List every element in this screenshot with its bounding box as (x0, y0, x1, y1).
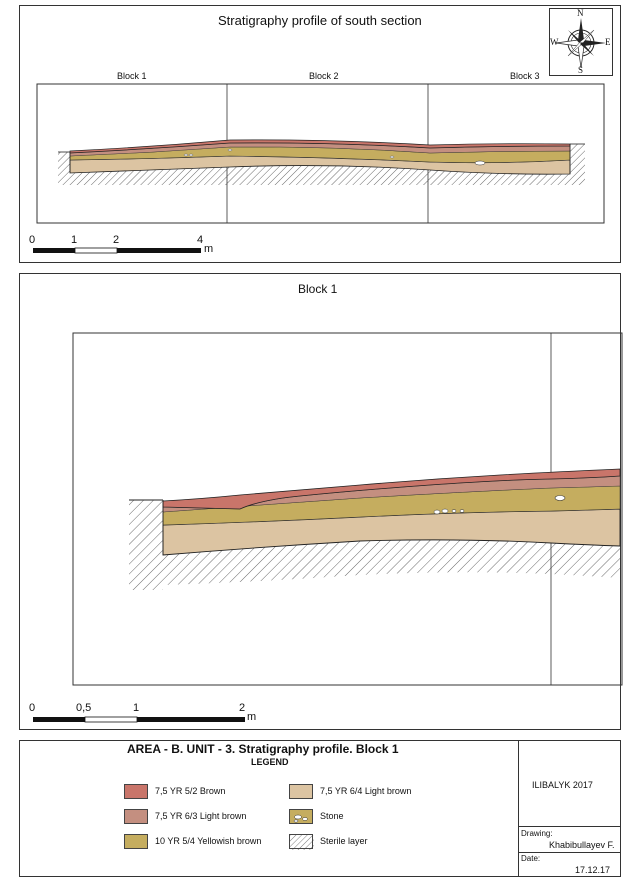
legend-label-light-brown-64: 7,5 YR 6/4 Light brown (320, 786, 412, 796)
legend-swatch-yellowish-brown (124, 834, 148, 849)
legend-label-sterile: Sterile layer (320, 836, 368, 846)
block-1-label: Block 1 (117, 71, 147, 81)
drawing-label: Drawing: (521, 829, 553, 838)
drawing-author: Khabibullayev F. (549, 840, 615, 850)
block-1-title: Block 1 (298, 282, 338, 296)
legend-panel (19, 740, 621, 877)
legend-swatch-stone (289, 809, 313, 824)
overview-title: Stratigraphy profile of south section (218, 13, 422, 28)
legend-swatch-brown (124, 784, 148, 799)
compass-rose-icon: N E S W (549, 8, 613, 76)
block-scale-05: 0,5 (76, 702, 92, 714)
block-3-label: Block 3 (510, 71, 540, 81)
date-value: 17.12.17 (575, 865, 611, 875)
title-block-divider (518, 740, 519, 877)
block-scale-1: 1 (133, 702, 140, 714)
overview-scale-unit: m (204, 243, 214, 255)
block-scale-0: 0 (29, 702, 36, 714)
block-scale-unit: m (247, 711, 257, 723)
legend-swatch-light-brown-64 (289, 784, 313, 799)
drawing-box-divider (518, 826, 621, 827)
legend-label-brown: 7,5 YR 5/2 Brown (155, 786, 226, 796)
legend-subtitle: LEGEND (251, 757, 289, 767)
block-2-label: Block 2 (309, 71, 339, 81)
block-1-panel (19, 273, 621, 730)
overview-scale-1: 1 (71, 234, 78, 246)
compass-n: N (577, 8, 584, 18)
project-name: ILIBALYK 2017 (532, 780, 593, 790)
legend-title: AREA - B. UNIT - 3. Stratigraphy profile… (127, 742, 399, 756)
overview-scale-4: 4 (197, 234, 204, 246)
compass-w: W (550, 37, 559, 47)
legend-label-yellowish-brown: 10 YR 5/4 Yellowish brown (155, 836, 262, 846)
legend-swatch-sterile (289, 834, 314, 850)
compass-e: E (605, 37, 611, 47)
block-scale-2: 2 (239, 702, 246, 714)
overview-scale-2: 2 (113, 234, 120, 246)
overview-panel (19, 5, 621, 263)
legend-label-stone: Stone (320, 811, 344, 821)
date-box-divider (518, 852, 621, 853)
date-label: Date: (521, 854, 541, 863)
compass-s: S (578, 65, 584, 75)
legend-label-light-brown-63: 7,5 YR 6/3 Light brown (155, 811, 247, 821)
legend-swatch-light-brown-63 (124, 809, 148, 824)
overview-scale-0: 0 (29, 234, 36, 246)
